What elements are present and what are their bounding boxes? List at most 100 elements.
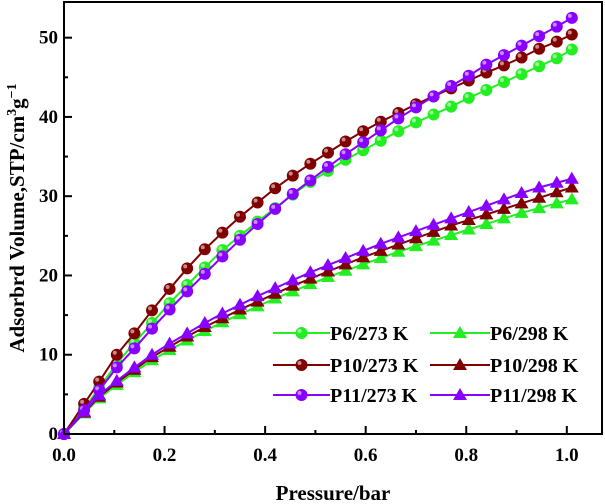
- y-tick-label: 20: [39, 265, 58, 286]
- data-point: [533, 60, 546, 73]
- x-tick-label: 0.4: [253, 445, 277, 466]
- data-point-highlight: [429, 110, 434, 115]
- data-point-highlight: [130, 329, 135, 334]
- data-point: [444, 228, 459, 241]
- data-point-highlight: [482, 60, 487, 65]
- data-point: [339, 148, 352, 161]
- series-p11-298-k: [57, 171, 579, 439]
- data-point-highlight: [535, 32, 540, 37]
- data-point: [286, 187, 299, 200]
- data-point: [550, 20, 563, 33]
- data-point: [565, 43, 578, 56]
- legend-entry: P11/273 K: [273, 385, 418, 407]
- data-point: [356, 257, 371, 270]
- data-point: [77, 404, 92, 417]
- data-point-highlight: [271, 204, 276, 209]
- data-point: [515, 51, 528, 64]
- data-point: [197, 316, 212, 329]
- data-point-highlight: [517, 41, 522, 46]
- legend-label: P10/273 K: [330, 355, 419, 377]
- data-point-highlight: [535, 62, 540, 67]
- plot-frame: [63, 1, 603, 435]
- data-point-highlight: [359, 138, 364, 143]
- data-point: [356, 243, 371, 256]
- data-point: [515, 39, 528, 52]
- data-point: [251, 217, 264, 230]
- data-point: [128, 327, 141, 340]
- data-point-highlight: [376, 117, 381, 122]
- data-point-highlight: [200, 269, 205, 274]
- data-point: [391, 244, 406, 257]
- data-point-highlight: [499, 51, 504, 56]
- data-point: [479, 216, 494, 229]
- data-point: [110, 348, 123, 361]
- y-tick-label: 50: [39, 28, 58, 49]
- data-point: [216, 250, 229, 263]
- data-point-highlight: [80, 399, 85, 404]
- data-point-highlight: [464, 71, 469, 76]
- data-point-highlight: [552, 22, 557, 27]
- plot-marks: [57, 11, 579, 440]
- x-tick-label: 0.8: [454, 445, 478, 466]
- data-point-highlight: [95, 386, 100, 391]
- data-point-highlight: [306, 159, 311, 164]
- data-point: [514, 205, 529, 218]
- data-point: [357, 136, 370, 149]
- data-point-highlight: [130, 344, 135, 349]
- data-point: [374, 134, 387, 147]
- data-point: [339, 135, 352, 148]
- data-point: [408, 224, 423, 237]
- data-point-highlight: [218, 246, 223, 251]
- data-point: [391, 230, 406, 243]
- data-point: [533, 30, 546, 43]
- data-point: [497, 59, 510, 72]
- data-point: [497, 76, 510, 89]
- data-point: [163, 282, 176, 295]
- series-p10-273-k: [58, 28, 578, 440]
- data-point: [285, 273, 300, 286]
- data-point: [549, 175, 564, 188]
- data-point-highlight: [394, 127, 399, 132]
- data-point: [92, 388, 107, 401]
- data-point: [461, 222, 476, 235]
- data-point: [233, 210, 246, 223]
- data-point-highlight: [323, 162, 328, 167]
- data-point: [496, 201, 511, 214]
- data-point: [198, 243, 211, 256]
- data-point: [532, 180, 547, 193]
- data-point: [409, 101, 422, 114]
- data-point-highlight: [306, 176, 311, 181]
- data-point: [496, 211, 511, 224]
- data-point: [532, 201, 547, 214]
- data-point: [480, 58, 493, 71]
- data-point: [408, 239, 423, 252]
- data-point: [550, 35, 563, 48]
- data-point: [374, 124, 387, 137]
- data-point-highlight: [429, 92, 434, 97]
- data-point: [445, 100, 458, 113]
- data-point-highlight: [165, 299, 170, 304]
- data-point-highlight: [411, 103, 416, 108]
- data-point: [496, 192, 511, 205]
- data-point: [233, 233, 246, 246]
- x-tick-label: 1.0: [555, 445, 579, 466]
- data-point-highlight: [567, 30, 572, 35]
- data-point: [216, 226, 229, 239]
- data-point: [564, 171, 579, 184]
- data-point: [303, 265, 318, 278]
- data-point: [533, 42, 546, 55]
- data-point: [408, 231, 423, 244]
- data-point-highlight: [517, 70, 522, 75]
- data-point-highlight: [218, 252, 223, 257]
- data-point: [357, 125, 370, 138]
- data-point-highlight: [359, 127, 364, 132]
- data-point: [565, 11, 578, 24]
- data-point: [479, 207, 494, 220]
- data-point: [338, 257, 353, 270]
- data-point: [373, 251, 388, 264]
- data-point: [479, 198, 494, 211]
- data-point: [532, 190, 547, 203]
- data-point-highlight: [288, 171, 293, 176]
- legend-label: P11/298 K: [490, 385, 578, 407]
- legend-entry: P10/298 K: [430, 355, 579, 377]
